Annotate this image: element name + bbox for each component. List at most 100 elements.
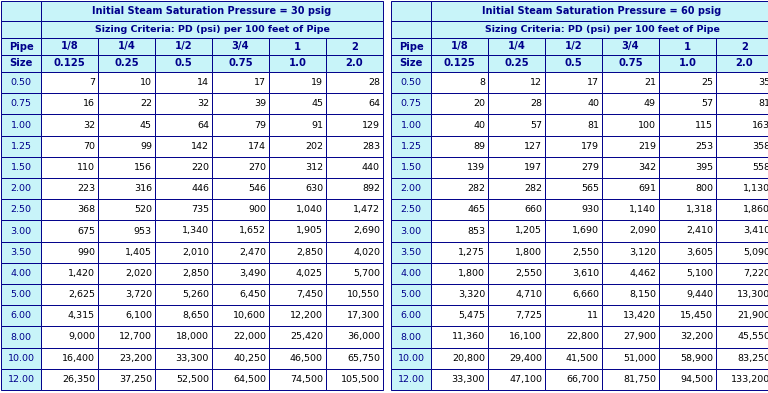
Bar <box>1 38 41 55</box>
Bar <box>602 284 659 305</box>
Bar <box>1 305 41 327</box>
Bar <box>545 369 602 390</box>
Bar <box>716 220 768 242</box>
Text: 2,470: 2,470 <box>239 248 266 257</box>
Text: 91: 91 <box>311 121 323 130</box>
Bar <box>431 21 768 38</box>
Bar <box>1 199 41 220</box>
Text: 1/4: 1/4 <box>118 42 135 51</box>
Bar <box>98 369 155 390</box>
Bar <box>98 55 155 72</box>
Text: 1,140: 1,140 <box>629 205 656 214</box>
Text: 11: 11 <box>587 311 599 320</box>
Bar <box>212 114 269 136</box>
Bar <box>155 55 212 72</box>
Bar <box>41 327 98 347</box>
Bar <box>326 263 383 284</box>
Bar <box>1 55 41 72</box>
Text: 446: 446 <box>191 184 209 193</box>
Bar <box>155 327 212 347</box>
Text: 202: 202 <box>305 142 323 151</box>
Text: 10,600: 10,600 <box>233 311 266 320</box>
Bar <box>1 114 41 136</box>
Bar <box>269 199 326 220</box>
Bar <box>212 178 269 199</box>
Bar <box>716 305 768 327</box>
Bar <box>41 157 98 178</box>
Bar <box>391 242 431 263</box>
Text: 283: 283 <box>362 142 380 151</box>
Text: 12: 12 <box>530 78 542 87</box>
Text: 270: 270 <box>248 163 266 172</box>
Bar <box>488 347 545 369</box>
Text: 21: 21 <box>644 78 656 87</box>
Text: 219: 219 <box>638 142 656 151</box>
Bar <box>391 93 431 114</box>
Bar <box>488 199 545 220</box>
Bar <box>41 199 98 220</box>
Bar <box>269 72 326 93</box>
Text: 0.75: 0.75 <box>400 99 422 108</box>
Text: 105,500: 105,500 <box>341 375 380 384</box>
Text: 9,440: 9,440 <box>686 290 713 299</box>
Text: 8: 8 <box>479 78 485 87</box>
Bar <box>659 263 716 284</box>
Text: Pipe: Pipe <box>399 42 423 51</box>
Text: 1,275: 1,275 <box>458 248 485 257</box>
Bar <box>212 305 269 327</box>
Text: 1,800: 1,800 <box>458 269 485 278</box>
Bar <box>431 347 488 369</box>
Text: 49: 49 <box>644 99 656 108</box>
Bar <box>488 369 545 390</box>
Bar <box>431 38 488 55</box>
Text: Size: Size <box>399 59 422 68</box>
Bar <box>659 72 716 93</box>
Text: 19: 19 <box>311 78 323 87</box>
Bar <box>431 263 488 284</box>
Text: 115: 115 <box>695 121 713 130</box>
Text: 1,472: 1,472 <box>353 205 380 214</box>
Text: 64,500: 64,500 <box>233 375 266 384</box>
Text: 368: 368 <box>77 205 95 214</box>
Bar <box>41 305 98 327</box>
Text: 22,000: 22,000 <box>233 332 266 342</box>
Text: 279: 279 <box>581 163 599 172</box>
Text: 1/4: 1/4 <box>508 42 525 51</box>
Text: 282: 282 <box>467 184 485 193</box>
Bar <box>716 347 768 369</box>
Bar <box>326 284 383 305</box>
Text: 6.00: 6.00 <box>11 311 31 320</box>
Text: 342: 342 <box>638 163 656 172</box>
Text: 64: 64 <box>368 99 380 108</box>
Text: 1.25: 1.25 <box>400 142 422 151</box>
Bar <box>545 38 602 55</box>
Bar <box>602 136 659 157</box>
Text: 163: 163 <box>752 121 768 130</box>
Bar <box>659 284 716 305</box>
Bar <box>326 369 383 390</box>
Bar <box>326 38 383 55</box>
Bar <box>716 327 768 347</box>
Bar <box>1 136 41 157</box>
Text: 0.75: 0.75 <box>11 99 31 108</box>
Text: 3,120: 3,120 <box>629 248 656 257</box>
Text: 2,690: 2,690 <box>353 226 380 235</box>
Bar <box>155 157 212 178</box>
Text: 6,100: 6,100 <box>125 311 152 320</box>
Text: 0.50: 0.50 <box>400 78 422 87</box>
Text: 20: 20 <box>473 99 485 108</box>
Text: 37,250: 37,250 <box>119 375 152 384</box>
Bar <box>269 136 326 157</box>
Bar <box>98 347 155 369</box>
Bar <box>659 347 716 369</box>
Bar <box>488 38 545 55</box>
Text: 1,040: 1,040 <box>296 205 323 214</box>
Text: 127: 127 <box>524 142 542 151</box>
Text: 1.50: 1.50 <box>11 163 31 172</box>
Text: 853: 853 <box>467 226 485 235</box>
Text: 5.00: 5.00 <box>11 290 31 299</box>
Bar <box>155 199 212 220</box>
Bar <box>98 178 155 199</box>
Text: 33,300: 33,300 <box>452 375 485 384</box>
Bar <box>659 220 716 242</box>
